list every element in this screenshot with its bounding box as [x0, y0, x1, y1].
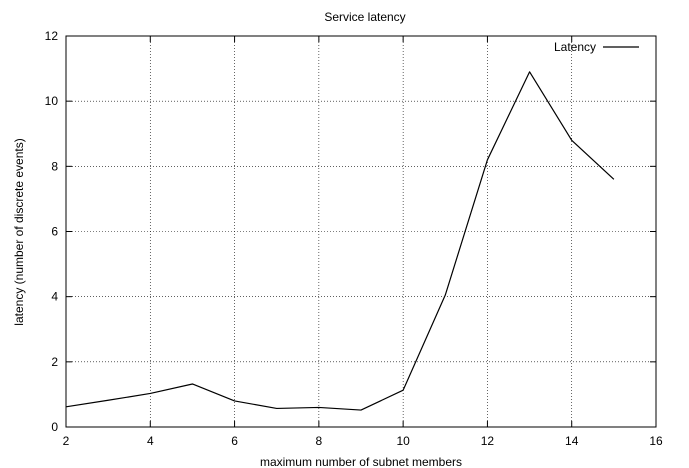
x-tick-label: 4 [147, 434, 154, 448]
x-tick-label: 2 [63, 434, 70, 448]
y-tick-label: 12 [45, 29, 59, 43]
x-tick-label: 12 [481, 434, 495, 448]
series-layer [65, 71, 615, 411]
series-line-latency [65, 71, 615, 411]
legend: Latency [554, 40, 639, 54]
x-tick-label: 10 [396, 434, 410, 448]
y-tick-label: 4 [51, 290, 58, 304]
y-tick-label: 8 [51, 159, 58, 173]
y-tick-label: 10 [45, 94, 59, 108]
x-tick-label: 8 [316, 434, 323, 448]
x-tick-label: 6 [231, 434, 238, 448]
axis-ticks [65, 35, 657, 428]
y-tick-label: 6 [51, 225, 58, 239]
y-tick-label: 2 [51, 355, 58, 369]
x-axis-label: maximum number of subnet members [260, 455, 462, 468]
legend-label: Latency [554, 40, 596, 54]
x-tick-label: 16 [649, 434, 663, 448]
chart-title: Service latency [324, 10, 405, 24]
y-axis-label: latency (number of discrete events) [12, 138, 26, 325]
grid [66, 36, 656, 427]
y-tick-label: 0 [51, 420, 58, 434]
x-tick-label: 14 [565, 434, 579, 448]
